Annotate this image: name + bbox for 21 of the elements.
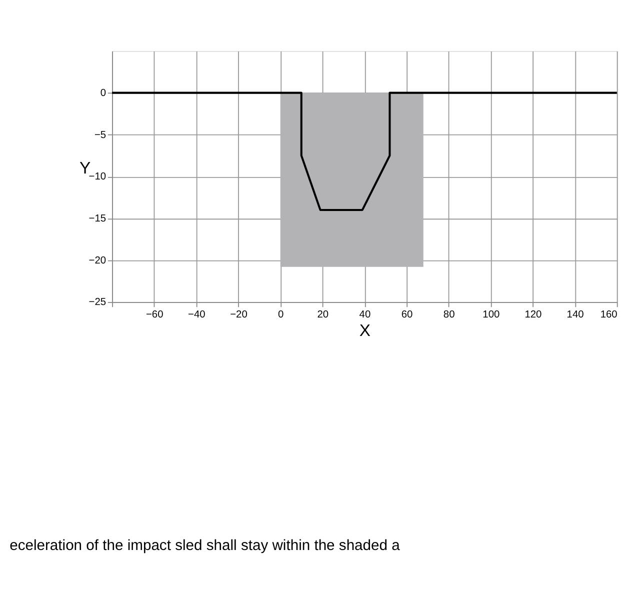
x-tick-label: 160 bbox=[600, 309, 618, 320]
x-tick-label: 40 bbox=[359, 309, 371, 320]
y-tick-label: −10 bbox=[88, 172, 106, 183]
x-tick-label: 60 bbox=[401, 309, 414, 320]
x-tick-label: −40 bbox=[188, 309, 206, 320]
x-tick-label: 20 bbox=[317, 309, 329, 320]
x-tick-label: −20 bbox=[230, 309, 248, 320]
y-tick-label: −20 bbox=[88, 255, 106, 266]
x-tick-label: 100 bbox=[482, 309, 500, 320]
y-tick-label: 0 bbox=[100, 88, 106, 100]
y-tick-label: −5 bbox=[94, 130, 106, 141]
x-tick-label: 120 bbox=[524, 309, 542, 320]
text: eceleration of the impact sled shall stay within the shaded a bbox=[10, 538, 401, 554]
x-tick-label: 0 bbox=[278, 309, 284, 320]
x-tick-label: −60 bbox=[146, 309, 164, 320]
x-tick-label: 80 bbox=[443, 309, 456, 320]
x-tick-label: 140 bbox=[566, 309, 584, 320]
y-tick-label: −15 bbox=[88, 214, 106, 225]
x-axis-title: X bbox=[359, 320, 371, 340]
y-tick-label: −25 bbox=[88, 297, 106, 308]
y-axis-title: Y bbox=[80, 158, 91, 178]
